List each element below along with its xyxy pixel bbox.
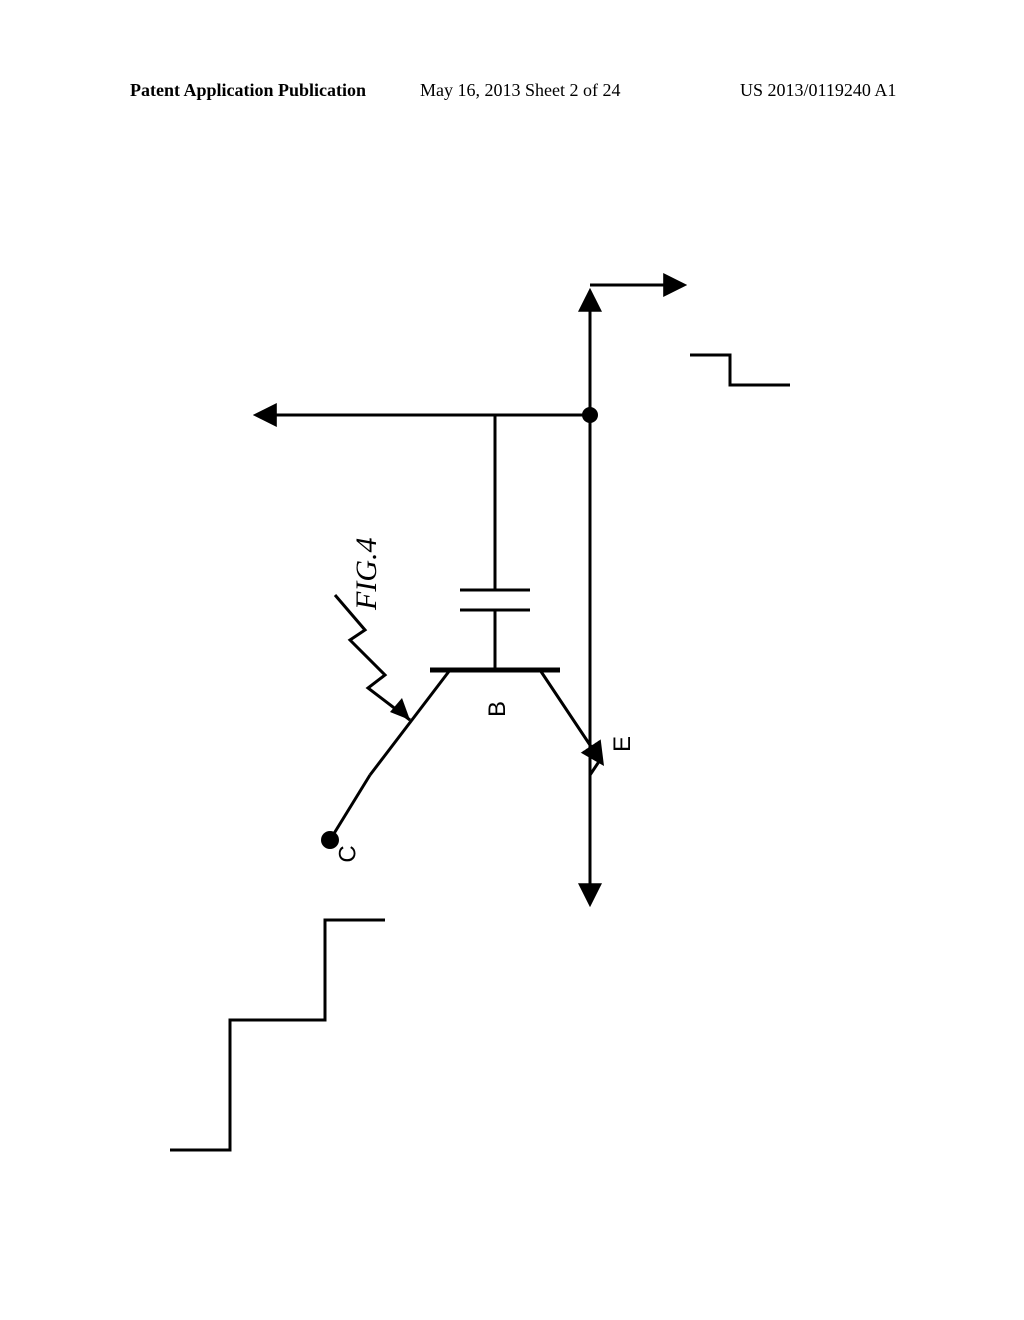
header-date: May 16, 2013 Sheet 2 of 24 — [420, 80, 620, 101]
transistor-collector — [370, 670, 450, 775]
photon-zigzag — [335, 595, 410, 720]
label-c: C — [335, 845, 363, 862]
page: Patent Application Publication May 16, 2… — [0, 0, 1024, 1320]
step-lower-left — [170, 920, 385, 1150]
figure-4: FIG.4 B C E — [110, 200, 910, 1180]
label-b: B — [484, 701, 512, 717]
header-pubno: US 2013/0119240 A1 — [740, 80, 896, 101]
circuit-svg — [110, 200, 910, 1180]
node-axis — [582, 407, 598, 423]
figure-label: FIG.4 — [350, 538, 384, 610]
photon-arrowhead — [390, 698, 410, 720]
header-left: Patent Application Publication — [130, 80, 366, 101]
collector-lead — [330, 775, 370, 840]
label-e: E — [609, 736, 637, 752]
step-top-right — [690, 355, 790, 385]
